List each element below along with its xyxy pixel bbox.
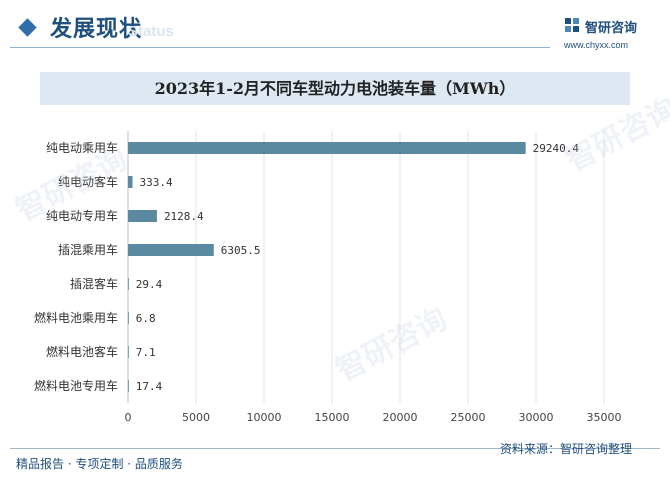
brand-logo-icon — [565, 18, 579, 32]
category-label: 燃料电池乘用车 — [34, 310, 118, 325]
footer-tagline: 精品报告 · 专项定制 · 品质服务 — [16, 457, 183, 471]
category-label: 燃料电池专用车 — [34, 378, 118, 393]
data-label: 6.8 — [136, 312, 156, 325]
header-divider — [10, 47, 550, 48]
data-label: 2128.4 — [164, 210, 204, 223]
data-label: 6305.5 — [221, 244, 261, 257]
bar — [128, 244, 214, 256]
bar — [128, 380, 129, 392]
chart-title-band: 2023年1-2月不同车型动力电池装车量（MWh） — [40, 72, 630, 105]
x-tick-label: 0 — [125, 411, 132, 424]
x-tick-label: 25000 — [451, 411, 486, 424]
category-label: 燃料电池客车 — [46, 344, 118, 359]
footer-source: 资料来源：智研咨询整理 — [500, 442, 633, 456]
brand-name: 智研咨询 — [585, 21, 638, 36]
category-label: 纯电动客车 — [58, 174, 118, 189]
bar — [128, 312, 129, 324]
footer-divider — [10, 448, 660, 449]
section-title: 发展现状 — [50, 17, 143, 42]
category-label: 纯电动专用车 — [46, 208, 118, 223]
category-label: 插混客车 — [70, 276, 118, 291]
x-tick-label: 10000 — [247, 411, 282, 424]
x-tick-label: 5000 — [182, 411, 210, 424]
data-label: 333.4 — [140, 176, 173, 189]
bar — [128, 176, 133, 188]
section-title-ghost: Status — [128, 23, 174, 40]
x-tick-label: 20000 — [383, 411, 418, 424]
header: 发展现状 Status 智研咨询 www.chyxx.com — [0, 0, 670, 56]
bar — [128, 142, 526, 154]
x-tick-label: 15000 — [315, 411, 350, 424]
data-label: 7.1 — [136, 346, 156, 359]
x-tick-label: 30000 — [519, 411, 554, 424]
data-label: 29.4 — [136, 278, 163, 291]
bar — [128, 210, 157, 222]
bar — [128, 278, 129, 290]
bar — [128, 346, 129, 358]
data-label: 17.4 — [136, 380, 163, 393]
chart-title: 2023年1-2月不同车型动力电池装车量（MWh） — [154, 79, 516, 98]
category-label: 纯电动乘用车 — [46, 140, 118, 155]
category-label: 插混乘用车 — [58, 242, 118, 257]
x-tick-label: 35000 — [587, 411, 622, 424]
data-label: 29240.4 — [533, 142, 580, 155]
brand-url: www.chyxx.com — [564, 40, 629, 50]
